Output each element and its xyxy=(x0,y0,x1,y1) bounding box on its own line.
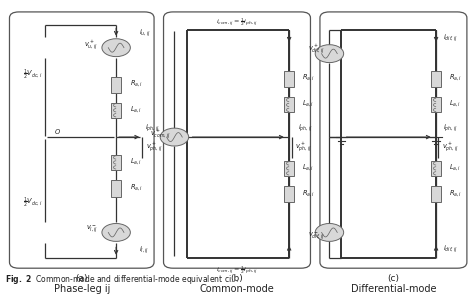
Bar xyxy=(284,97,294,112)
Circle shape xyxy=(315,45,344,63)
Text: $L_{a,i}$: $L_{a,i}$ xyxy=(130,156,143,166)
Text: (b): (b) xyxy=(231,274,243,283)
Text: $L_{a,i}$: $L_{a,i}$ xyxy=(449,162,462,172)
Text: $i_{ph,ij}$: $i_{ph,ij}$ xyxy=(298,122,312,134)
Text: $i_{l,ij}$: $i_{l,ij}$ xyxy=(139,245,149,256)
Bar xyxy=(431,71,441,87)
Text: $R_{a,i}$: $R_{a,i}$ xyxy=(449,188,463,198)
Text: $R_{a,i}$: $R_{a,i}$ xyxy=(130,182,144,192)
Bar xyxy=(111,180,121,197)
Bar xyxy=(284,161,294,176)
Text: $v^+_{ph,ij}$: $v^+_{ph,ij}$ xyxy=(442,141,459,154)
Text: $i_{com,ij}=\frac{1}{2}i_{ph,ij}$: $i_{com,ij}=\frac{1}{2}i_{ph,ij}$ xyxy=(216,16,258,28)
Text: $i_{ph,ij}$: $i_{ph,ij}$ xyxy=(145,122,159,134)
Text: $v^+_{ph,ij}$: $v^+_{ph,ij}$ xyxy=(295,141,312,154)
Text: $i_{ph,ij}$: $i_{ph,ij}$ xyxy=(443,122,458,134)
Bar xyxy=(431,161,441,176)
Text: $R_{a,i}$: $R_{a,i}$ xyxy=(302,188,316,198)
Circle shape xyxy=(315,224,344,241)
Text: $v^+_{u,ij}$: $v^+_{u,ij}$ xyxy=(84,38,98,52)
Text: $v^+_{dif,ij}$: $v^+_{dif,ij}$ xyxy=(308,42,325,56)
Text: $O$: $O$ xyxy=(54,128,61,136)
Text: $v^-_{dif,ij}$: $v^-_{dif,ij}$ xyxy=(308,231,325,243)
Text: $\frac{1}{2}V_{dc,i}$: $\frac{1}{2}V_{dc,i}$ xyxy=(23,196,43,210)
Text: $i_{u,ij}$: $i_{u,ij}$ xyxy=(139,27,151,38)
Text: Differential-mode: Differential-mode xyxy=(351,284,436,294)
Text: $L_{a,i}$: $L_{a,i}$ xyxy=(130,104,143,114)
Text: $i_{dif,ij}$: $i_{dif,ij}$ xyxy=(443,243,458,254)
Text: $L_{a,i}$: $L_{a,i}$ xyxy=(302,98,315,108)
Circle shape xyxy=(102,224,130,241)
Bar xyxy=(111,77,121,93)
Text: $R_{a,i}$: $R_{a,i}$ xyxy=(130,78,144,89)
Bar xyxy=(431,186,441,203)
FancyBboxPatch shape xyxy=(320,12,467,268)
Text: $L_{a,i}$: $L_{a,i}$ xyxy=(449,98,462,108)
Bar xyxy=(111,155,121,170)
Text: $L_{a,i}$: $L_{a,i}$ xyxy=(302,162,315,172)
FancyBboxPatch shape xyxy=(9,12,154,268)
Text: Common-mode: Common-mode xyxy=(200,284,274,294)
Text: $\mathbf{Fig.\ 2}$  Common-mode and differential-mode equivalent ci...: $\mathbf{Fig.\ 2}$ Common-mode and diffe… xyxy=(5,273,238,286)
Text: (a): (a) xyxy=(75,274,88,283)
Text: $v^+_{com,ij}$: $v^+_{com,ij}$ xyxy=(150,127,171,141)
Text: $R_{a,i}$: $R_{a,i}$ xyxy=(449,72,463,83)
Text: Phase-leg ij: Phase-leg ij xyxy=(54,284,110,294)
FancyBboxPatch shape xyxy=(164,12,310,268)
Text: $\frac{1}{2}V_{dc,i}$: $\frac{1}{2}V_{dc,i}$ xyxy=(23,68,43,82)
Text: $v^-_{l,ij}$: $v^-_{l,ij}$ xyxy=(86,224,98,235)
Bar xyxy=(111,103,121,118)
Text: (c): (c) xyxy=(387,274,400,283)
Bar xyxy=(431,97,441,112)
Circle shape xyxy=(102,39,130,57)
Bar xyxy=(284,186,294,203)
Circle shape xyxy=(160,128,189,146)
Bar xyxy=(284,71,294,87)
Text: $R_{a,i}$: $R_{a,i}$ xyxy=(302,72,316,83)
Text: $v^+_{ph,ij}$: $v^+_{ph,ij}$ xyxy=(146,141,163,154)
Text: $i_{dif,ij}$: $i_{dif,ij}$ xyxy=(443,33,458,44)
Text: $i_{com,ij}=\frac{1}{2}i_{ph,ij}$: $i_{com,ij}=\frac{1}{2}i_{ph,ij}$ xyxy=(216,264,258,276)
